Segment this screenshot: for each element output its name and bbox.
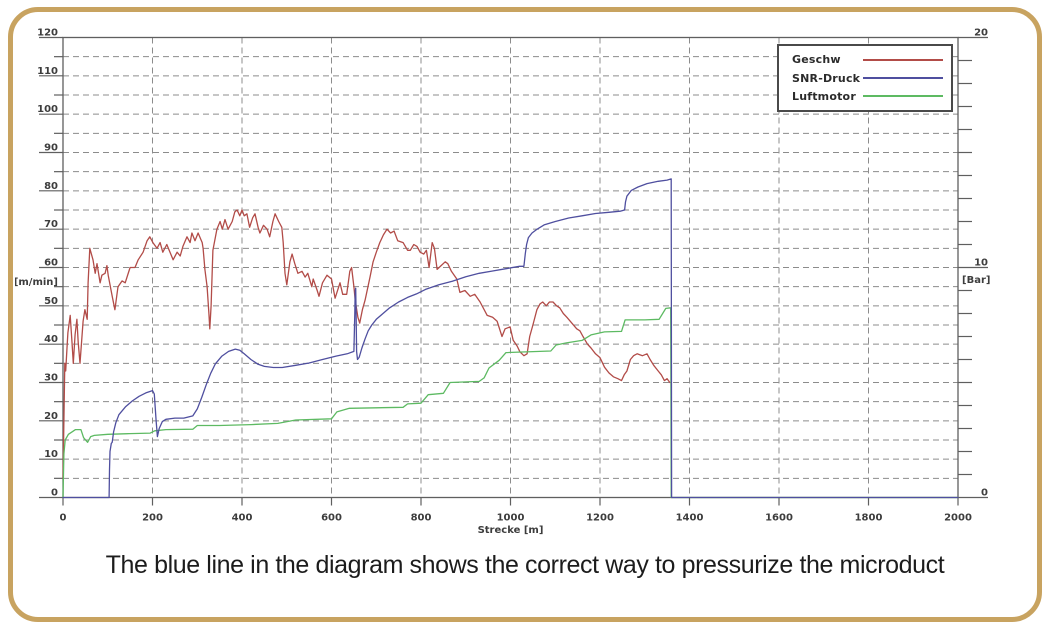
svg-text:100: 100 <box>37 104 58 115</box>
legend-label-luftmotor: Luftmotor <box>792 89 856 103</box>
chart-legend: Geschw SNR-Druck Luftmotor <box>777 44 953 112</box>
svg-text:40: 40 <box>44 334 58 345</box>
legend-label-geschw: Geschw <box>792 53 841 67</box>
caption-text: The blue line in the diagram shows the c… <box>105 551 945 579</box>
legend-item-snr-druck: SNR-Druck <box>792 72 943 85</box>
svg-text:0: 0 <box>51 488 58 499</box>
svg-text:30: 30 <box>44 373 58 384</box>
x-axis-title: Strecke [m] <box>477 525 544 536</box>
y-left-axis-unit: [m/min] <box>15 277 58 288</box>
y-right-axis-unit: [Bar] <box>962 275 991 286</box>
svg-text:2000: 2000 <box>944 513 972 524</box>
svg-text:0: 0 <box>60 513 67 524</box>
svg-text:90: 90 <box>44 143 58 154</box>
svg-text:20: 20 <box>44 411 58 422</box>
legend-line-sample-blue <box>863 77 943 79</box>
svg-text:1000: 1000 <box>497 513 525 524</box>
svg-text:110: 110 <box>37 66 58 77</box>
svg-text:10: 10 <box>974 258 988 269</box>
svg-text:1800: 1800 <box>855 513 883 524</box>
svg-text:20: 20 <box>974 28 988 39</box>
svg-text:200: 200 <box>142 513 163 524</box>
svg-text:800: 800 <box>411 513 432 524</box>
svg-text:1400: 1400 <box>676 513 704 524</box>
svg-text:0: 0 <box>981 488 988 499</box>
svg-text:70: 70 <box>44 219 58 230</box>
svg-text:50: 50 <box>44 296 58 307</box>
svg-text:1600: 1600 <box>765 513 793 524</box>
svg-text:400: 400 <box>232 513 253 524</box>
legend-label-snr-druck: SNR-Druck <box>792 71 861 85</box>
svg-text:120: 120 <box>37 28 58 39</box>
svg-text:60: 60 <box>44 258 58 269</box>
legend-item-geschw: Geschw <box>792 53 943 66</box>
line-chart: .tl{font-family:"DejaVu Sans",sans-serif… <box>37 28 988 524</box>
svg-text:80: 80 <box>44 181 58 192</box>
svg-text:1200: 1200 <box>586 513 614 524</box>
legend-line-sample-green <box>863 95 943 98</box>
legend-item-luftmotor: Luftmotor <box>792 90 943 103</box>
svg-text:10: 10 <box>44 449 58 460</box>
svg-text:600: 600 <box>321 513 342 524</box>
decorative-rounded-border <box>8 7 1042 622</box>
legend-line-sample-red <box>863 58 943 61</box>
